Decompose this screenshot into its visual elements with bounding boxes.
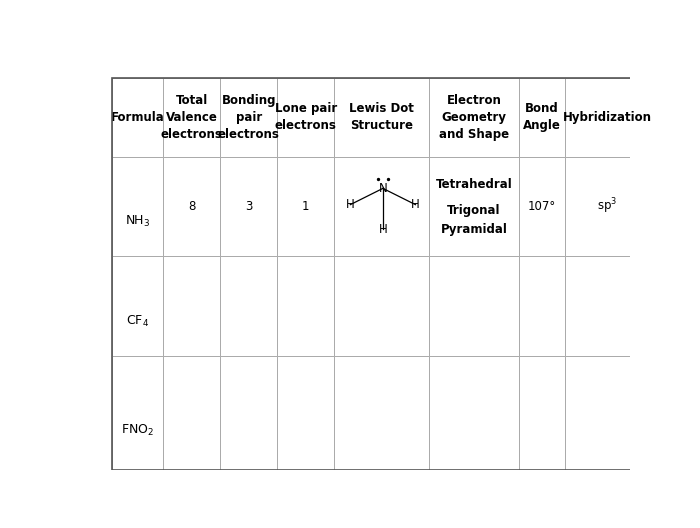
Bar: [220, 157, 277, 257]
Bar: [277, 257, 335, 356]
Bar: [565, 157, 649, 257]
Bar: [519, 356, 565, 470]
Text: 8: 8: [188, 200, 195, 213]
Text: Electron
Geometry
and Shape: Electron Geometry and Shape: [439, 94, 509, 141]
Bar: [335, 257, 429, 356]
Bar: [277, 78, 335, 157]
Bar: [519, 78, 565, 157]
Bar: [112, 78, 163, 157]
Bar: [519, 157, 565, 257]
Bar: [112, 157, 163, 257]
Bar: [277, 356, 335, 470]
Text: NH$_3$: NH$_3$: [125, 214, 150, 229]
Text: CF$_4$: CF$_4$: [126, 314, 149, 329]
Bar: [335, 157, 429, 257]
Text: Tetrahedral: Tetrahedral: [435, 178, 512, 191]
Text: Trigonal: Trigonal: [447, 204, 500, 217]
Text: Hybridization: Hybridization: [562, 111, 652, 124]
Text: FNO$_2$: FNO$_2$: [121, 422, 154, 438]
Text: H: H: [411, 198, 420, 211]
Text: N: N: [379, 182, 387, 195]
Text: Lewis Dot
Structure: Lewis Dot Structure: [349, 102, 414, 132]
Text: sp$^3$: sp$^3$: [597, 197, 617, 216]
Text: Bond
Angle: Bond Angle: [523, 102, 561, 132]
Bar: [519, 257, 565, 356]
Text: 107°: 107°: [528, 200, 556, 213]
Bar: [220, 78, 277, 157]
Text: Formula: Formula: [111, 111, 164, 124]
Bar: [112, 257, 163, 356]
Bar: [335, 356, 429, 470]
Bar: [429, 257, 519, 356]
Text: H: H: [346, 198, 355, 211]
Bar: [335, 78, 429, 157]
Bar: [163, 257, 220, 356]
Text: H: H: [379, 222, 387, 235]
Bar: [565, 257, 649, 356]
Text: 1: 1: [302, 200, 309, 213]
Bar: [163, 356, 220, 470]
Bar: [565, 78, 649, 157]
Bar: [220, 356, 277, 470]
Bar: [220, 257, 277, 356]
Bar: [277, 157, 335, 257]
Text: Lone pair
electrons: Lone pair electrons: [274, 102, 337, 132]
Bar: [112, 356, 163, 470]
Bar: [565, 356, 649, 470]
Text: Bonding
pair
electrons: Bonding pair electrons: [218, 94, 280, 141]
Bar: [163, 78, 220, 157]
Bar: [163, 157, 220, 257]
Text: 3: 3: [245, 200, 253, 213]
Bar: [429, 356, 519, 470]
Bar: [429, 157, 519, 257]
Text: Total
Valence
electrons: Total Valence electrons: [161, 94, 223, 141]
Bar: [429, 78, 519, 157]
Text: Pyramidal: Pyramidal: [440, 222, 508, 235]
